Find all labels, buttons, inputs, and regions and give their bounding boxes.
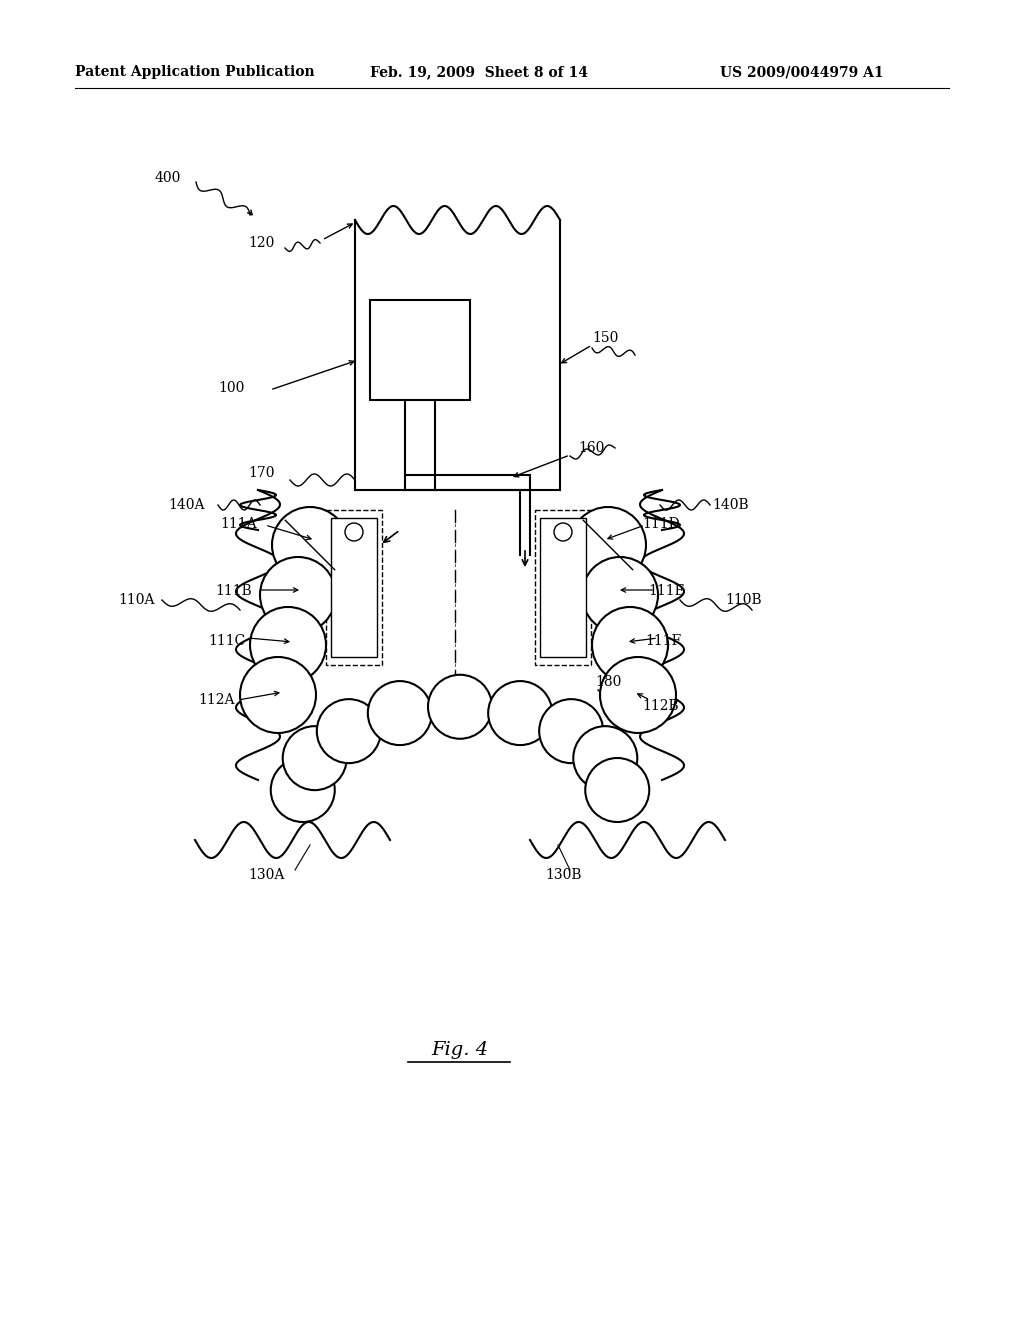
Text: Patent Application Publication: Patent Application Publication — [75, 65, 314, 79]
Circle shape — [240, 657, 316, 733]
Circle shape — [573, 726, 637, 791]
Circle shape — [570, 507, 646, 583]
Circle shape — [316, 700, 381, 763]
Text: 110B: 110B — [725, 593, 762, 607]
Circle shape — [345, 523, 362, 541]
Text: 100: 100 — [218, 381, 245, 395]
Text: 130B: 130B — [545, 869, 582, 882]
Text: 140A: 140A — [168, 498, 205, 512]
Circle shape — [592, 607, 668, 682]
Bar — [535, 510, 591, 665]
Bar — [326, 510, 382, 665]
Text: 120: 120 — [248, 236, 274, 249]
Text: 111B: 111B — [215, 583, 252, 598]
Circle shape — [250, 607, 326, 682]
Bar — [331, 517, 377, 657]
Text: 170: 170 — [248, 466, 274, 480]
Text: 112B: 112B — [642, 700, 679, 713]
Text: 150: 150 — [592, 331, 618, 345]
Text: 180: 180 — [595, 675, 622, 689]
Circle shape — [586, 758, 649, 822]
Text: 160: 160 — [578, 441, 604, 455]
Bar — [540, 517, 586, 657]
Text: Feb. 19, 2009  Sheet 8 of 14: Feb. 19, 2009 Sheet 8 of 14 — [370, 65, 588, 79]
Text: 111A: 111A — [220, 517, 257, 531]
Text: 140B: 140B — [712, 498, 749, 512]
Circle shape — [368, 681, 432, 744]
Circle shape — [488, 681, 552, 744]
Text: 111E: 111E — [648, 583, 685, 598]
Circle shape — [540, 700, 603, 763]
Circle shape — [554, 523, 572, 541]
Circle shape — [428, 675, 492, 739]
Text: 111C: 111C — [208, 634, 246, 648]
Text: 110A: 110A — [118, 593, 155, 607]
Text: 111D: 111D — [642, 517, 680, 531]
Text: 111F: 111F — [645, 634, 681, 648]
Circle shape — [260, 557, 336, 634]
Text: 112A: 112A — [198, 693, 234, 708]
Bar — [370, 300, 470, 400]
Text: 130A: 130A — [248, 869, 285, 882]
Circle shape — [582, 557, 658, 634]
Circle shape — [270, 758, 335, 822]
Text: Fig. 4: Fig. 4 — [431, 1041, 488, 1059]
Circle shape — [600, 657, 676, 733]
Text: US 2009/0044979 A1: US 2009/0044979 A1 — [720, 65, 884, 79]
Circle shape — [272, 507, 348, 583]
Circle shape — [283, 726, 347, 791]
Text: 400: 400 — [155, 172, 181, 185]
